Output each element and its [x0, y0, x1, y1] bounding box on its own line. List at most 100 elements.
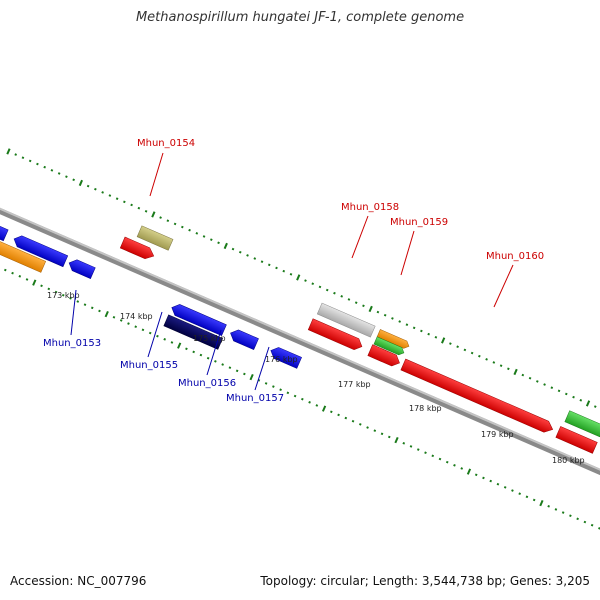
- minor-tick: [18, 274, 22, 278]
- minor-tick: [391, 317, 394, 320]
- minor-tick: [28, 159, 32, 163]
- minor-tick: [69, 297, 72, 300]
- minor-tick: [112, 315, 116, 319]
- gene-label-mhun-0153[interactable]: Mhun_0153: [43, 338, 101, 349]
- minor-tick: [253, 257, 257, 260]
- major-tick: [441, 337, 446, 344]
- minor-tick: [347, 298, 351, 301]
- gene-arrow[interactable]: [307, 318, 364, 352]
- gene-arrow[interactable]: [163, 314, 224, 350]
- minor-tick: [282, 269, 286, 273]
- gene-arrow[interactable]: [169, 302, 227, 337]
- major-tick: [585, 400, 591, 407]
- gene-leader-line: [147, 311, 163, 358]
- gene-label-mhun-0158[interactable]: Mhun_0158: [341, 202, 399, 213]
- minor-tick: [301, 397, 304, 401]
- minor-tick: [275, 266, 278, 270]
- minor-tick: [231, 247, 235, 251]
- gene-arrow[interactable]: [400, 358, 555, 435]
- minor-tick: [409, 445, 413, 448]
- gene-arrow[interactable]: [119, 236, 156, 262]
- gene-arrow[interactable]: [367, 344, 402, 369]
- minor-tick: [47, 287, 51, 291]
- major-tick: [296, 274, 301, 281]
- minor-tick: [199, 353, 203, 357]
- minor-tick: [101, 191, 104, 194]
- gene-arrow[interactable]: [373, 336, 406, 357]
- minor-tick: [427, 332, 430, 336]
- gene-leader-line: [254, 346, 270, 391]
- minor-tick: [243, 372, 246, 376]
- minor-tick: [21, 156, 25, 160]
- gene-leader-line: [351, 215, 369, 259]
- minor-tick: [340, 295, 344, 298]
- minor-tick: [456, 345, 459, 349]
- gene-arrow[interactable]: [67, 257, 96, 280]
- minor-tick: [90, 306, 94, 310]
- gene-arrow[interactable]: [0, 215, 9, 242]
- minor-tick: [420, 329, 423, 333]
- gene-arrow[interactable]: [268, 345, 302, 369]
- gene-arrow[interactable]: [316, 302, 376, 338]
- minor-tick: [166, 219, 170, 223]
- genome-backbone-shine: [0, 196, 600, 486]
- minor-tick: [511, 489, 514, 492]
- minor-tick: [518, 492, 522, 495]
- gene-arrow[interactable]: [0, 236, 47, 273]
- major-tick: [78, 179, 84, 187]
- gene-arrow[interactable]: [228, 328, 259, 351]
- major-tick: [513, 368, 518, 376]
- gene-label-mhun-0155[interactable]: Mhun_0155: [120, 360, 178, 371]
- minor-tick: [260, 260, 264, 264]
- minor-tick: [547, 504, 550, 508]
- minor-tick: [536, 380, 539, 383]
- minor-tick: [424, 451, 427, 455]
- minor-tick: [65, 175, 68, 178]
- minor-tick: [463, 348, 467, 352]
- minor-tick: [214, 360, 217, 363]
- minor-tick: [264, 382, 268, 385]
- minor-tick: [286, 391, 290, 395]
- tick-track-inner: [3, 268, 600, 530]
- minor-tick: [267, 263, 271, 267]
- minor-tick: [170, 341, 174, 344]
- map-title: Methanospirillum hungatei JF-1, complete…: [135, 10, 465, 25]
- major-tick: [6, 148, 11, 155]
- minor-tick: [98, 309, 101, 313]
- major-tick: [223, 242, 228, 250]
- minor-tick: [108, 194, 112, 197]
- gene-label-mhun-0157[interactable]: Mhun_0157: [226, 393, 284, 404]
- minor-tick: [311, 282, 315, 286]
- minor-tick: [598, 527, 600, 530]
- minor-tick: [238, 250, 242, 254]
- minor-tick: [376, 310, 380, 314]
- gene-arrow[interactable]: [12, 233, 69, 268]
- gene-arrow[interactable]: [555, 426, 598, 454]
- minor-tick: [308, 401, 311, 404]
- minor-tick: [572, 395, 575, 399]
- minor-tick: [72, 178, 75, 182]
- minor-tick: [354, 301, 358, 304]
- minor-tick: [470, 351, 474, 355]
- minor-tick: [163, 337, 167, 341]
- minor-tick: [318, 285, 322, 289]
- gene-label-mhun-0156[interactable]: Mhun_0156: [178, 378, 236, 389]
- minor-tick: [398, 320, 401, 323]
- gene-label-mhun-0154[interactable]: Mhun_0154: [137, 138, 195, 149]
- minor-tick: [127, 322, 130, 325]
- major-tick: [321, 405, 327, 412]
- gene-label-mhun-0160[interactable]: Mhun_0160: [486, 251, 544, 262]
- minor-tick: [221, 363, 224, 366]
- gene-arrow[interactable]: [136, 225, 174, 251]
- minor-tick: [449, 342, 452, 345]
- gene-leader-line: [149, 152, 164, 197]
- minor-tick: [54, 290, 58, 294]
- minor-tick: [86, 184, 90, 188]
- gene-leader-line: [206, 329, 222, 376]
- kbp-label: 174 kbp: [120, 312, 153, 321]
- gene-label-mhun-0159[interactable]: Mhun_0159: [390, 217, 448, 228]
- minor-tick: [351, 419, 355, 423]
- gene-arrow[interactable]: [376, 329, 410, 349]
- minor-tick: [246, 254, 249, 257]
